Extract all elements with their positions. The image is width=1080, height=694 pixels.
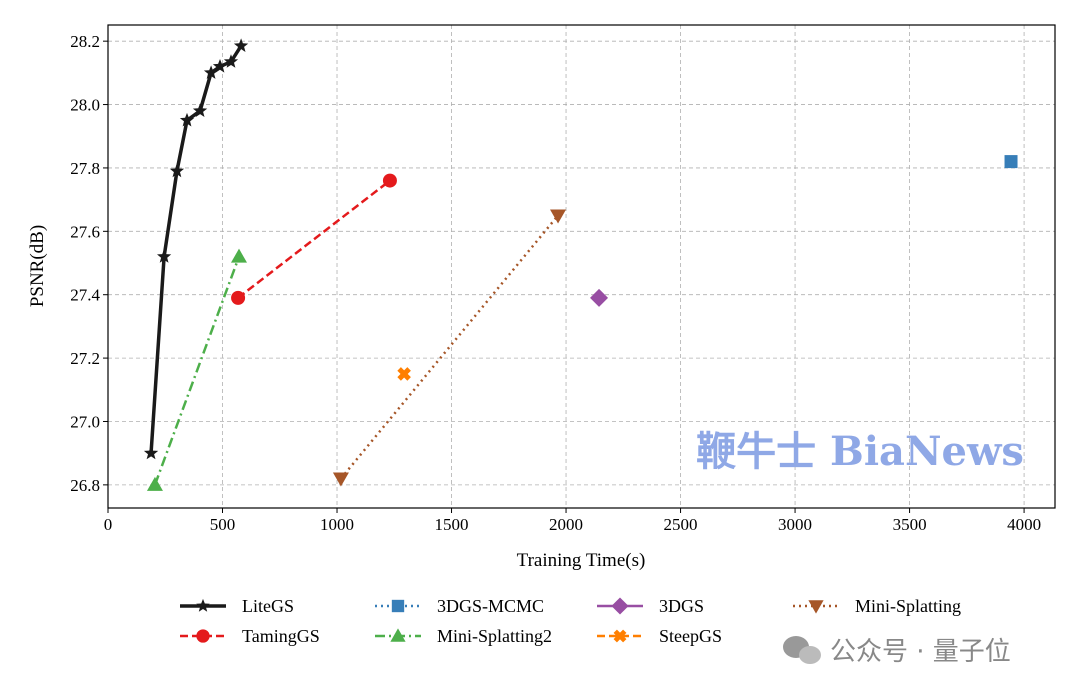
legend-item-steepgs: SteepGS: [597, 626, 722, 646]
litegs-point: [143, 445, 159, 460]
legend-label: LiteGS: [242, 596, 294, 616]
ticks: 0 500 1000 1500 2000 2500 3000 3500 4000 26.8 27.0…: [70, 32, 1041, 534]
x-tick-label: 1000: [320, 515, 354, 534]
x-tick-label: 3500: [893, 515, 927, 534]
litegs-point: [169, 163, 185, 178]
legend-item-3dgs-mcmc: 3DGS-MCMC: [375, 596, 544, 616]
y-tick-label: 27.0: [70, 412, 100, 431]
taminggs-point: [382, 173, 397, 188]
legend-marker-icon: [196, 629, 210, 643]
legend: LiteGS TamingGS 3DGS-MCMC Mini-Splatting2 3D…: [180, 596, 961, 646]
series-3dgs-mcmc: [1004, 155, 1018, 169]
mini-splatting2-line: [153, 256, 241, 486]
litegs-point: [179, 112, 195, 127]
wechat-icon: [783, 636, 821, 664]
series-mini-splatting2: [146, 248, 247, 491]
legend-item-3dgs: 3DGS: [597, 596, 704, 616]
legend-marker-icon: [808, 600, 824, 614]
litegs-point: [233, 38, 249, 52]
x-tick-label: 1500: [435, 515, 469, 534]
litegs-line: [149, 44, 243, 454]
legend-marker-icon: [613, 629, 627, 643]
series-layer: [143, 38, 1018, 491]
x-stroke: [397, 367, 411, 381]
mini-splatting-line: [339, 214, 559, 480]
x-tick-label: 4000: [1007, 515, 1041, 534]
legend-item-litegs: LiteGS: [180, 596, 294, 616]
legend-label: Mini-Splatting2: [437, 626, 552, 646]
series-litegs: [143, 38, 249, 460]
x-tick-label: 0: [104, 515, 113, 534]
y-tick-label: 27.2: [70, 349, 100, 368]
grid: [107, 25, 1055, 508]
litegs-point: [203, 65, 219, 79]
litegs-point: [157, 249, 172, 263]
series-3dgs: [590, 288, 609, 307]
litegs-point: [212, 59, 228, 73]
legend-marker-icon: [391, 599, 405, 613]
legend-label: SteepGS: [659, 626, 722, 646]
y-tick-label: 26.8: [70, 476, 100, 495]
y-tick-label: 28.0: [70, 96, 100, 115]
legend-marker-icon: [611, 597, 629, 615]
legend-label: Mini-Splatting: [855, 596, 961, 616]
x-tick-label: 500: [210, 515, 236, 534]
y-tick-label: 27.6: [70, 222, 100, 241]
x-tick-label: 2000: [549, 515, 583, 534]
series-taminggs: [231, 173, 397, 305]
litegs-point: [192, 103, 208, 117]
3dgs-point: [590, 288, 609, 307]
legend-item-mini-splatting2: Mini-Splatting2: [375, 626, 552, 646]
x-stroke: [613, 629, 627, 643]
legend-item-mini-splatting: Mini-Splatting: [793, 596, 961, 616]
litegs-point: [223, 54, 239, 68]
x-tick-label: 3000: [778, 515, 812, 534]
watermark-bianews: 鞭牛士 BiaNews: [696, 428, 1024, 475]
legend-marker-icon: [390, 628, 406, 642]
plot-frame: [107, 24, 1056, 509]
legend-label: 3DGS: [659, 596, 704, 616]
legend-label: 3DGS-MCMC: [437, 596, 544, 616]
mini-splatting2-point: [146, 476, 163, 491]
taminggs-line: [237, 179, 391, 299]
legend-item-taminggs: TamingGS: [180, 626, 320, 646]
y-axis-label: PSNR(dB): [27, 225, 48, 307]
mini-splatting-point: [550, 209, 567, 224]
x-axis-label: Training Time(s): [517, 550, 646, 571]
legend-marker-icon: [196, 598, 210, 612]
taminggs-point: [231, 290, 246, 305]
series-mini-splatting: [332, 209, 567, 487]
y-tick-label: 27.4: [70, 286, 100, 305]
watermark-qbitai: 公众号 · 量子位: [830, 637, 1011, 667]
mini-splatting2-point: [230, 248, 247, 263]
mini-splatting-point: [332, 472, 349, 487]
y-tick-label: 28.2: [70, 32, 100, 51]
x-tick-label: 2500: [664, 515, 698, 534]
legend-label: TamingGS: [242, 626, 320, 646]
steepgs-point: [397, 367, 411, 381]
y-tick-label: 27.8: [70, 159, 100, 178]
series-steepgs: [397, 367, 411, 381]
3dgs-mcmc-point: [1004, 155, 1018, 169]
